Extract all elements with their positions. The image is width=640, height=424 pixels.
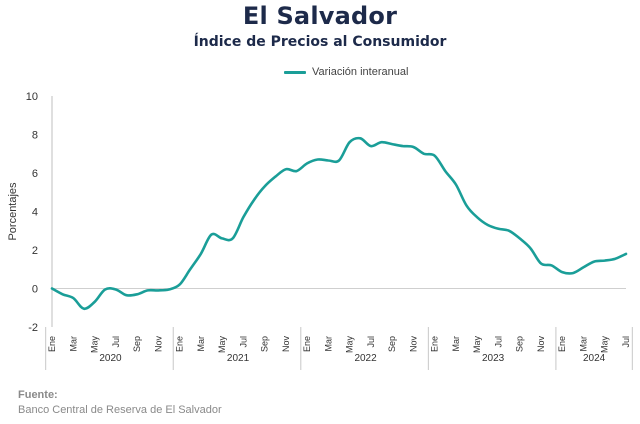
- x-tick-label: Jul: [621, 336, 631, 348]
- x-tick-label: Sep: [515, 336, 525, 352]
- x-tick-label: Ene: [302, 336, 312, 352]
- x-year-label: 2022: [354, 353, 377, 364]
- chart-subtitle: Índice de Precios al Consumidor: [193, 34, 447, 50]
- x-year-label: 2020: [99, 353, 122, 364]
- series-line-variacion-interanual: [50, 136, 628, 311]
- x-tick-label: Jul: [366, 336, 376, 348]
- x-tick-label: Mar: [196, 336, 206, 352]
- x-tick-label: May: [600, 336, 610, 354]
- y-tick-label: 6: [32, 168, 38, 180]
- x-tick-label: Nov: [408, 336, 418, 353]
- x-tick-label: Sep: [387, 336, 397, 352]
- legend-label: Variación interanual: [312, 66, 409, 78]
- x-tick-label: Mar: [451, 336, 461, 352]
- y-axis-title: Porcentajes: [7, 182, 19, 241]
- x-tick-label: Jul: [238, 336, 248, 348]
- plot-area: [50, 136, 628, 311]
- y-tick-label: 10: [26, 91, 38, 103]
- x-tick-label: Mar: [578, 336, 588, 352]
- x-tick-label: Ene: [430, 336, 440, 352]
- x-tick-label: Jul: [493, 336, 503, 348]
- x-tick-label: May: [217, 336, 227, 354]
- x-tick-label: Nov: [153, 336, 163, 353]
- x-tick-label: Ene: [175, 336, 185, 352]
- x-tick-label: Jul: [111, 336, 121, 348]
- x-tick-label: May: [472, 336, 482, 354]
- x-tick-label: Sep: [132, 336, 142, 352]
- x-tick-label: May: [90, 336, 100, 354]
- y-tick-label: -2: [28, 322, 38, 334]
- x-tick-label: Mar: [68, 336, 78, 352]
- y-tick-label: 4: [32, 207, 38, 219]
- legend: Variación interanual: [284, 66, 408, 78]
- x-year-label: 2024: [583, 353, 606, 364]
- x-tick-label: May: [345, 336, 355, 354]
- y-tick-label: 8: [32, 130, 38, 142]
- y-tick-label: 2: [32, 245, 38, 257]
- x-tick-label: Ene: [47, 336, 57, 352]
- legend-swatch: [284, 70, 306, 74]
- x-tick-label: Ene: [557, 336, 567, 352]
- x-year-label: 2023: [482, 353, 505, 364]
- axes: -2 0 2 4 6 8 10 Porcentajes Ene Mar May Jul Sep Nov 20…: [7, 91, 633, 370]
- y-tick-label: 0: [32, 284, 38, 296]
- chart-title: El Salvador: [242, 2, 398, 30]
- x-tick-label: Sep: [260, 336, 270, 352]
- source-label: Fuente:: [18, 389, 58, 401]
- x-year-label: 2021: [227, 353, 250, 364]
- x-tick-label: Nov: [281, 336, 291, 353]
- x-tick-label: Nov: [536, 336, 546, 353]
- x-tick-label: Mar: [323, 336, 333, 352]
- source-note: Fuente: Banco Central de Reserva de El S…: [18, 389, 222, 416]
- source-text: Banco Central de Reserva de El Salvador: [18, 404, 222, 416]
